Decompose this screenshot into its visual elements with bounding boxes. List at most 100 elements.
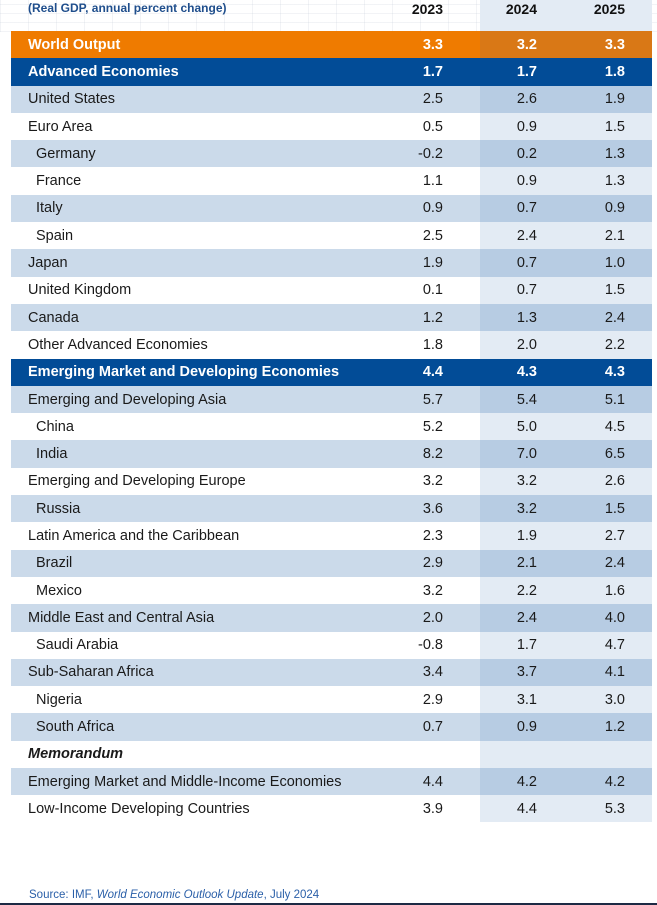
value-2025: 4.2	[604, 773, 625, 790]
value-2024: 1.7	[516, 63, 537, 80]
value-2023: 3.2	[422, 582, 443, 599]
column-header-2023: 2023	[411, 1, 443, 17]
table-row: China 5.2 5.0 4.5	[11, 413, 652, 440]
value-2023: 3.9	[422, 800, 443, 817]
value-2024: 2.6	[516, 91, 537, 108]
row-label: Russia	[36, 500, 81, 517]
value-2025: 1.5	[604, 118, 625, 135]
table-row: South Africa 0.7 0.9 1.2	[11, 713, 652, 741]
row-label: Memorandum	[28, 746, 124, 763]
value-2025: 2.2	[604, 336, 625, 353]
value-2023: 5.2	[422, 418, 443, 435]
table-row: Memorandum	[11, 741, 652, 768]
value-2023: 1.8	[422, 336, 443, 353]
value-2023: -0.8	[418, 637, 443, 654]
value-2023: 0.7	[422, 719, 443, 736]
table-row: Advanced Economies 1.7 1.7 1.8	[11, 58, 652, 86]
row-label: Nigeria	[36, 691, 82, 708]
value-2023: 0.5	[422, 118, 443, 135]
row-label: Other Advanced Economies	[28, 336, 208, 353]
table-row: Emerging and Developing Asia 5.7 5.4 5.1	[11, 385, 652, 414]
table-row: Canada 1.2 1.3 2.4	[11, 303, 652, 332]
table-row: Japan 1.9 0.7 1.0	[11, 249, 652, 277]
cell-2024-background	[480, 140, 652, 168]
table-row: Italy 0.9 0.7 0.9	[11, 194, 652, 223]
row-label: India	[36, 446, 68, 463]
value-2023: 4.4	[422, 364, 443, 381]
value-2024: 0.9	[516, 118, 537, 135]
value-2023: 3.6	[422, 500, 443, 517]
value-2024: 4.3	[516, 364, 537, 381]
value-2025: 4.5	[604, 418, 625, 435]
row-label: China	[36, 418, 74, 435]
value-2023: 3.4	[422, 664, 443, 681]
cell-2024-background	[480, 549, 652, 577]
table-row: Latin America and the Caribbean 2.3 1.9 2.7	[11, 522, 652, 549]
table-row: Nigeria 2.9 3.1 3.0	[11, 686, 652, 713]
value-2023: -0.2	[418, 145, 443, 162]
row-label: Sub-Saharan Africa	[28, 664, 154, 681]
row-label: South Africa	[36, 719, 115, 736]
bottom-border	[0, 903, 657, 905]
source-publication-title: World Economic Outlook Update	[96, 889, 264, 901]
value-2023: 2.0	[422, 609, 443, 626]
value-2023: 1.9	[422, 255, 443, 272]
value-2023: 0.9	[422, 200, 443, 217]
row-label: Euro Area	[28, 118, 93, 135]
table-row: United Kingdom 0.1 0.7 1.5	[11, 277, 652, 304]
table-row: India 8.2 7.0 6.5	[11, 440, 652, 468]
value-2023: 5.7	[422, 391, 443, 408]
row-label: Low-Income Developing Countries	[28, 800, 250, 817]
cell-2024-background	[480, 741, 652, 768]
value-2024: 0.9	[516, 719, 537, 736]
value-2025: 2.4	[604, 309, 625, 326]
table-row: United States 2.5 2.6 1.9	[11, 85, 652, 113]
value-2023: 4.4	[422, 773, 443, 790]
row-label: France	[36, 173, 82, 190]
value-2024: 0.7	[516, 200, 537, 217]
table-row: France 1.1 0.9 1.3	[11, 167, 652, 194]
value-2024: 5.4	[516, 391, 537, 408]
value-2023: 3.2	[422, 473, 443, 490]
row-label: Emerging Market and Developing Economies	[28, 364, 340, 381]
row-label: Emerging and Developing Europe	[28, 473, 246, 490]
table-row: Russia 3.6 3.2 1.5	[11, 495, 652, 523]
value-2024: 4.4	[516, 800, 537, 817]
table-row: Germany -0.2 0.2 1.3	[11, 140, 652, 168]
row-label: World Output	[28, 36, 121, 53]
gdp-growth-table: World Output 3.3 3.2 3.3 Advanced Economies 1…	[11, 31, 652, 823]
value-2025: 1.5	[604, 282, 625, 299]
value-2023: 3.3	[422, 36, 443, 53]
table-row: Brazil 2.9 2.1 2.4	[11, 549, 652, 577]
value-2024: 3.1	[516, 691, 537, 708]
table-row: Other Advanced Economies 1.8 2.0 2.2	[11, 331, 652, 358]
value-2025: 1.8	[604, 63, 625, 80]
row-label: Saudi Arabia	[36, 637, 119, 654]
row-label: Japan	[28, 255, 68, 272]
cell-2024-background	[480, 31, 652, 59]
value-2025: 1.9	[604, 91, 625, 108]
value-2025: 4.0	[604, 609, 625, 626]
row-label: Latin America and the Caribbean	[28, 527, 240, 544]
value-2025: 4.3	[604, 364, 625, 381]
table-header: (Real GDP, annual percent change) 2023 2…	[0, 0, 657, 32]
cell-2024-background	[480, 385, 652, 414]
table-row: Emerging Market and Middle-Income Econom…	[11, 768, 652, 796]
value-2024: 0.9	[516, 173, 537, 190]
table-subtitle: (Real GDP, annual percent change)	[28, 1, 227, 15]
value-2024: 3.2	[516, 36, 537, 53]
value-2025: 2.6	[604, 473, 625, 490]
table-row: Mexico 3.2 2.2 1.6	[11, 577, 652, 604]
column-header-2024: 2024	[505, 1, 537, 17]
row-label: Emerging and Developing Asia	[28, 391, 227, 408]
value-2025: 5.3	[604, 800, 625, 817]
row-label: Middle East and Central Asia	[28, 609, 215, 626]
value-2024: 0.7	[516, 282, 537, 299]
value-2023: 1.2	[422, 309, 443, 326]
value-2023: 0.1	[422, 282, 443, 299]
row-label: Spain	[36, 227, 74, 244]
value-2023: 2.3	[422, 527, 443, 544]
table-row: Euro Area 0.5 0.9 1.5	[11, 113, 652, 140]
source-note: Source: IMF, World Economic Outlook Upda…	[29, 889, 319, 901]
value-2024: 2.2	[516, 582, 537, 599]
